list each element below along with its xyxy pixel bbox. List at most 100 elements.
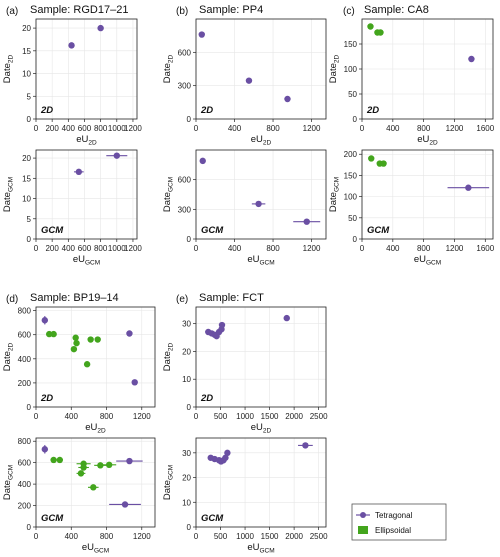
x-axis-label-subscript: GCM xyxy=(94,548,109,555)
y-tick-label: 150 xyxy=(344,40,358,49)
y-tick-label: 600 xyxy=(18,459,32,468)
data-point-tetragonal xyxy=(198,31,205,38)
y-axis-label: DateGCM xyxy=(162,177,175,212)
x-axis-label-subscript: GCM xyxy=(426,260,441,267)
y-tick-label: 300 xyxy=(178,205,192,214)
y-axis-label-base: Date xyxy=(2,351,13,371)
x-tick-label: 1000 xyxy=(236,532,254,541)
x-axis-label: eUGCM xyxy=(247,254,274,267)
data-point-ellipsoidal xyxy=(105,461,113,469)
x-tick-label: 400 xyxy=(386,124,400,133)
data-point-tetragonal xyxy=(468,55,475,63)
method-label: 2D xyxy=(366,105,379,116)
x-tick-label: 1200 xyxy=(446,244,464,253)
y-axis-label-base: Date xyxy=(2,192,13,212)
x-tick-label: 800 xyxy=(266,244,280,253)
x-axis-label-base: eU xyxy=(85,422,97,433)
y-tick-label: 0 xyxy=(27,523,32,532)
y-tick-label: 15 xyxy=(22,47,31,56)
x-tick-label: 0 xyxy=(360,244,365,253)
x-tick-label: 2000 xyxy=(285,412,303,421)
x-axis-label-base: eU xyxy=(414,254,426,265)
plot-frame xyxy=(195,437,327,528)
y-axis-label: DateGCM xyxy=(2,177,15,212)
y-axis-label-base: Date xyxy=(162,192,173,212)
x-axis-label: eU2D xyxy=(251,134,272,147)
data-point-tetragonal xyxy=(75,168,83,176)
y-tick-label: 0 xyxy=(187,403,192,412)
data-point-ellipsoidal xyxy=(83,361,91,368)
x-axis-label-subscript: 2D xyxy=(263,428,272,435)
y-tick-label: 0 xyxy=(353,115,358,124)
x-tick-label: 500 xyxy=(214,532,228,541)
y-axis-label-base: Date xyxy=(162,480,173,500)
data-point-tetragonal xyxy=(126,330,133,337)
method-label: GCM xyxy=(41,513,64,524)
x-tick-label: 800 xyxy=(417,244,431,253)
data-point-ellipsoidal xyxy=(97,462,104,469)
data-point-tetragonal xyxy=(131,379,138,386)
legend-swatch-ellipsoidal xyxy=(358,526,368,534)
data-point-ellipsoidal xyxy=(367,23,374,30)
x-tick-label: 800 xyxy=(266,124,280,133)
y-tick-label: 0 xyxy=(27,235,32,244)
panel-c: (c) Sample: CA8 0 400 800 1200 1600 0 50 100 150 eU… xyxy=(328,4,495,267)
y-axis-label-base: Date xyxy=(328,63,339,83)
panel-title: Sample: FCT xyxy=(199,292,264,304)
method-label: GCM xyxy=(367,225,390,236)
x-tick-label: 400 xyxy=(65,412,79,421)
y-tick-label: 5 xyxy=(27,92,32,101)
panel-title: Sample: PP4 xyxy=(199,4,263,16)
x-tick-label: 0 xyxy=(360,124,365,133)
method-label: 2D xyxy=(40,393,53,404)
x-tick-label: 1600 xyxy=(476,124,494,133)
x-tick-label: 0 xyxy=(194,244,199,253)
y-tick-label: 0 xyxy=(187,523,192,532)
plot-frame xyxy=(361,149,494,240)
plot-frame xyxy=(35,149,138,240)
x-axis-label: eU2D xyxy=(85,422,106,435)
y-tick-label: 10 xyxy=(22,70,31,79)
y-tick-label: 20 xyxy=(182,347,191,356)
x-tick-label: 1200 xyxy=(133,532,151,541)
x-axis-label-base: eU xyxy=(82,542,94,553)
y-tick-label: 15 xyxy=(22,174,31,183)
x-axis-label: eU2D xyxy=(417,134,438,147)
data-point-ellipsoidal xyxy=(80,464,87,471)
x-tick-label: 1200 xyxy=(303,244,321,253)
x-tick-label: 1000 xyxy=(108,124,126,133)
y-axis-label: Date2D xyxy=(162,343,175,372)
y-axis-label: Date2D xyxy=(2,343,15,372)
legend-label: Ellipsoidal xyxy=(375,526,411,535)
plot-frame xyxy=(195,149,327,240)
method-label: 2D xyxy=(40,105,53,116)
x-tick-label: 800 xyxy=(94,124,108,133)
data-point-ellipsoidal xyxy=(50,456,57,464)
x-tick-label: 400 xyxy=(228,124,242,133)
method-label: GCM xyxy=(201,225,224,236)
y-tick-label: 0 xyxy=(27,403,32,412)
x-axis-label-subscript: 2D xyxy=(429,140,438,147)
panel-title: Sample: RGD17–21 xyxy=(30,4,128,16)
x-axis-label: eUGCM xyxy=(73,254,100,267)
x-tick-label: 0 xyxy=(34,532,39,541)
y-axis-label-base: Date xyxy=(2,63,13,83)
x-tick-label: 500 xyxy=(214,412,228,421)
y-axis-label: Date2D xyxy=(2,55,15,84)
y-axis-label: Date2D xyxy=(328,55,341,84)
y-tick-label: 150 xyxy=(344,171,358,180)
plot-frame xyxy=(195,306,327,408)
panel-label: (c) xyxy=(343,6,355,17)
x-axis-label-base: eU xyxy=(251,134,263,145)
data-point-ellipsoidal xyxy=(46,330,53,338)
x-tick-label: 1200 xyxy=(124,124,142,133)
x-axis-label: eUGCM xyxy=(414,254,441,267)
data-point-tetragonal xyxy=(283,314,290,322)
x-tick-label: 600 xyxy=(78,244,92,253)
x-tick-label: 400 xyxy=(228,244,242,253)
x-tick-label: 1200 xyxy=(446,124,464,133)
x-axis-label-subscript: 2D xyxy=(263,140,272,147)
